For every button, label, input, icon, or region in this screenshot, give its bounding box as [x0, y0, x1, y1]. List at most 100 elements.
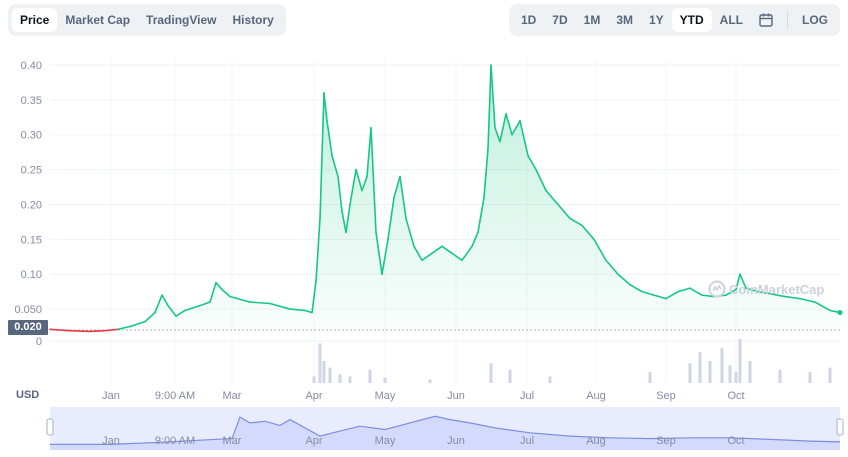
navigator-tick-label: Jan [102, 435, 120, 447]
price-segment [221, 288, 231, 298]
x-tick-label: 9:00 AM [155, 390, 195, 402]
volume-bar [318, 343, 322, 383]
price-segment [581, 224, 595, 241]
range-tabs: 1D 7D 1M 3M 1Y YTD ALL LOG [508, 4, 840, 36]
price-segment [393, 175, 401, 199]
price-segment [341, 210, 347, 234]
price-segment [545, 189, 559, 206]
volume-bar [508, 369, 512, 383]
price-segment [249, 301, 271, 305]
log-toggle[interactable]: LOG [802, 13, 828, 27]
x-axis: Jan 9:00 AM Mar Apr May Jun Jul Aug Sep Oct [102, 390, 744, 402]
range-all[interactable]: ALL [719, 13, 743, 27]
price-segment [431, 245, 443, 255]
y-tick-label: 0.35 [21, 95, 42, 107]
price-segment [483, 147, 489, 199]
price-segment [69, 329, 91, 333]
x-tick-label: May [375, 390, 396, 402]
navigator-tick-label: 9:00 AM [155, 435, 195, 447]
navigator-line [50, 415, 841, 445]
volume-bar [648, 372, 652, 383]
price-segment [413, 245, 423, 262]
price-segment [199, 301, 211, 307]
price-segment [144, 311, 156, 323]
tab-history[interactable]: History [232, 13, 274, 27]
range-ytd[interactable]: YTD [671, 8, 712, 32]
range-1d[interactable]: 1D [520, 13, 537, 27]
navigator-handle-right[interactable] [836, 418, 844, 436]
navigator-tick-label: Oct [727, 435, 744, 447]
calendar-icon[interactable] [751, 8, 781, 32]
price-segment [487, 64, 492, 150]
volume-bar [688, 363, 692, 383]
y-tick-label: 0.25 [21, 165, 42, 177]
range-3m[interactable]: 3M [616, 13, 633, 27]
range-1y[interactable]: 1Y [648, 13, 664, 27]
price-segment [361, 175, 368, 192]
volume-bar [828, 367, 832, 383]
price-segment [129, 320, 146, 328]
volume-bar [778, 369, 782, 383]
price-segment [117, 325, 131, 331]
volume-bar [738, 339, 742, 383]
volume-bar [728, 365, 732, 383]
price-segment [617, 273, 631, 286]
x-tick-label: Jan [102, 390, 120, 402]
price-segment [477, 196, 485, 234]
x-tick-label: Mar [223, 390, 242, 402]
price-segment [799, 297, 816, 303]
tab-market-cap[interactable]: Market Cap [65, 13, 131, 27]
x-tick-label: Aug [586, 390, 606, 402]
price-segment [535, 168, 547, 192]
x-tick-label: Oct [727, 390, 744, 402]
price-segment [154, 294, 163, 314]
navigator-handle-left[interactable] [46, 418, 54, 436]
volume-bar [322, 361, 326, 383]
price-segment [451, 252, 463, 262]
price-segment [175, 309, 186, 317]
navigator-tick-label: Jul [520, 435, 534, 447]
price-segment [184, 304, 201, 312]
price-segment [49, 328, 71, 332]
price-segment [490, 64, 496, 129]
tab-tradingview[interactable]: TradingView [146, 13, 217, 27]
price-segment [269, 302, 291, 310]
navigator-tick-label: May [375, 435, 396, 447]
price-segment [381, 238, 389, 276]
x-tick-label: Sep [656, 390, 676, 402]
price-segment [304, 309, 313, 314]
y-tick-label: 0.15 [21, 234, 42, 246]
price-segment [323, 92, 328, 122]
navigator[interactable]: Jan 9:00 AM Mar Apr May Jun Jul Aug Sep Oct [46, 407, 844, 450]
range-1m[interactable]: 1M [583, 13, 601, 27]
price-segment [519, 119, 529, 157]
price-segment [311, 280, 317, 314]
price-area [50, 65, 840, 332]
volume-bar [708, 361, 712, 383]
price-segment [441, 245, 453, 255]
price-segment [366, 126, 372, 178]
price-segment [494, 126, 501, 143]
price-segment [399, 175, 407, 220]
last-price-point [837, 310, 843, 316]
navigator-tick-label: Apr [305, 435, 322, 447]
navigator-tick-label: Sep [656, 435, 676, 447]
price-segment [349, 168, 357, 206]
price-segment [471, 231, 479, 248]
price-segment [701, 294, 715, 298]
volume-bar [489, 363, 493, 383]
chart-type-tabs: Price Market Cap TradingView History [8, 4, 286, 36]
volume-bar [368, 369, 372, 383]
x-tick-label: Jun [447, 390, 465, 402]
tab-price[interactable]: Price [12, 8, 58, 32]
current-price-badge: 0.020 [8, 320, 48, 335]
y-tick-label: 0.40 [21, 60, 42, 72]
range-7d[interactable]: 7D [552, 13, 568, 27]
price-segment [89, 329, 106, 333]
price-segment [784, 295, 801, 300]
price-segment [405, 217, 415, 248]
price-segment [511, 119, 521, 136]
price-segment [167, 304, 177, 317]
volume-bar [428, 379, 432, 383]
